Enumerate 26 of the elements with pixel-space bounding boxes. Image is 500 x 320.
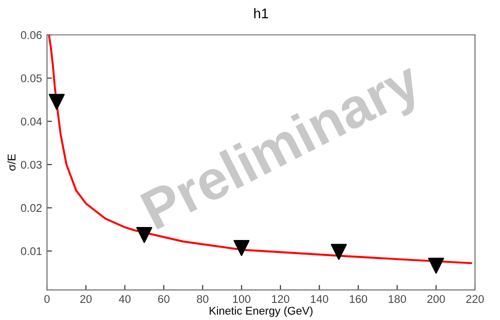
x-tick-label: 120 [272, 295, 290, 303]
x-tick-label: 100 [233, 295, 250, 303]
point [234, 240, 250, 256]
x-tick-label: 140 [310, 295, 328, 303]
y-tick-label: 0.06 [20, 31, 42, 40]
y-axis-title: σ/E [7, 154, 16, 171]
x-tick-label: 220 [466, 295, 484, 303]
point [428, 258, 444, 274]
y-tick-label: 0.02 [20, 204, 42, 212]
x-tick-label: 40 [118, 295, 131, 303]
y-tick-label: 0.03 [20, 160, 42, 169]
chart-title: h1 [254, 8, 268, 18]
point [330, 244, 347, 260]
point [48, 94, 65, 110]
y-tick-label: 0.05 [20, 74, 42, 82]
x-tick-label: 0 [44, 295, 50, 303]
x-tick-label: 180 [388, 295, 406, 303]
y-tick-label: 0.01 [20, 247, 42, 256]
x-tick-label: 80 [196, 295, 208, 303]
line-series [48, 34, 472, 264]
x-tick-label: 160 [350, 295, 368, 303]
x-axis-title: Kinetic Energy (GeV) [210, 306, 312, 317]
x-tick-label: 60 [158, 295, 170, 303]
y-tick-label: 0.04 [20, 118, 42, 126]
x-tick-label: 200 [427, 295, 445, 303]
x-tick-label: 20 [80, 295, 92, 303]
